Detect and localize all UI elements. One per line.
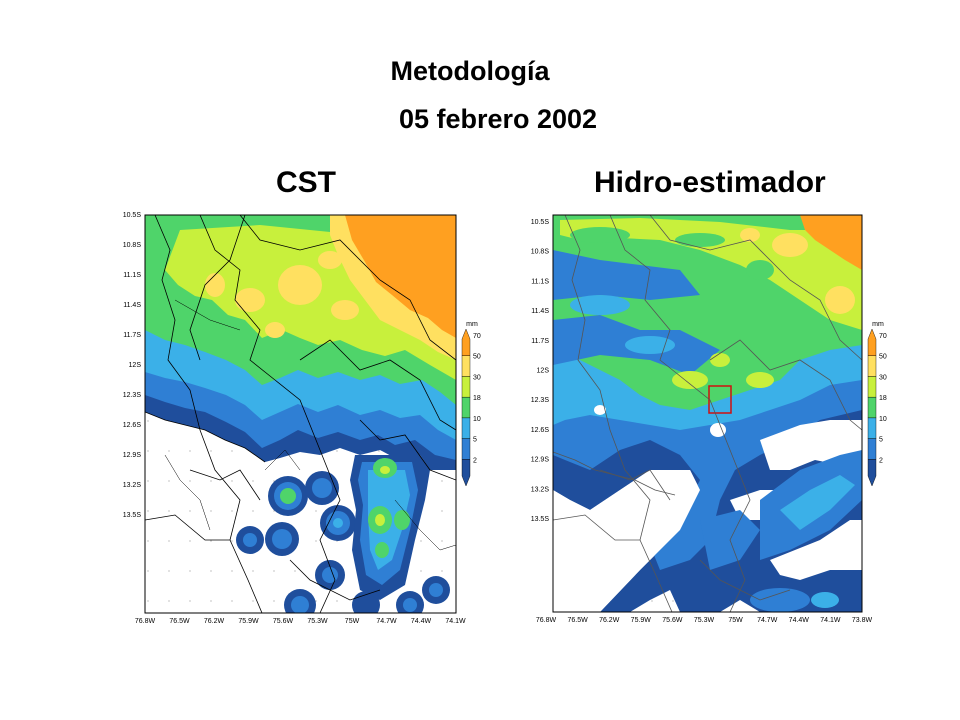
hidro-lat-tick: 12.6S — [531, 427, 550, 434]
cst-colorbar-label: 2 — [473, 457, 477, 464]
hidro-lat-tick: 10.5S — [531, 219, 550, 226]
hidro-lat-tick: 11.4S — [531, 308, 549, 315]
cst-lat-tick: 13.2S — [123, 482, 142, 489]
hidro-lon-tick: 75W — [728, 617, 743, 624]
cst-colorbar-segment — [461, 376, 471, 398]
hidro-colorbar-label: 30 — [879, 374, 887, 381]
hidro-rain-70-area — [800, 215, 862, 270]
hidro-lon-tick: 74.7W — [757, 617, 778, 624]
date-subtitle: 05 febrero 2002 — [398, 104, 598, 134]
cst-lat-tick: 12S — [129, 362, 142, 369]
hidro-lat-tick: 10.8S — [531, 249, 550, 256]
hidro-lat-tick: 12.9S — [531, 457, 550, 464]
hidro-green-patches — [570, 227, 774, 280]
cst-lon-tick: 76.5W — [169, 618, 190, 625]
hidro-colorbar-segment — [867, 459, 877, 487]
cst-lon-tick: 75W — [345, 618, 360, 625]
hidro-lon-tick: 75.9W — [631, 617, 652, 624]
cst-colorbar-label: 30 — [473, 374, 481, 381]
cst-rain-70-area — [338, 215, 456, 350]
cst-lat-tick: 13.5S — [123, 512, 142, 519]
cst-lat-tick: 12.3S — [123, 392, 142, 399]
hidro-colorbar-segment — [867, 417, 877, 439]
hidro-colorbar-unit: mm — [872, 321, 884, 328]
cst-south-cells — [236, 455, 450, 613]
cst-lon-tick: 74.7W — [376, 618, 397, 625]
hidro-lat-tick: 11.7S — [531, 338, 549, 345]
cst-rain-60-blobs — [205, 251, 359, 338]
hidro-lat-tick: 12S — [537, 368, 550, 375]
cst-lon-tick: 76.2W — [204, 618, 225, 625]
cst-lon-tick: 75.6W — [273, 618, 294, 625]
cst-sub-borders — [164, 299, 456, 551]
hidro-lon-tick: 76.2W — [599, 617, 620, 624]
hidro-lon-tick: 75.3W — [694, 617, 715, 624]
hidro-lon-tick: 74.4W — [789, 617, 810, 624]
cst-colorbar-label: 10 — [473, 416, 481, 423]
cst-lat-tick: 12.6S — [123, 422, 142, 429]
cst-colorbar-segment — [461, 459, 471, 487]
hidro-colorbar-segment — [867, 438, 877, 460]
hidro-rain-60 — [740, 228, 855, 314]
cst-colorbar-label: 50 — [473, 354, 481, 361]
hidro-lon-tick: 74.1W — [820, 617, 841, 624]
cst-lat-tick: 11.4S — [123, 302, 141, 309]
cst-colorbar-segment — [461, 438, 471, 460]
page-title: Metodología — [390, 56, 550, 86]
colorbars: 2 5 10 18 30 50 70 mm 2 5 10 18 30 50 70 mm — [461, 321, 887, 487]
hidro-lon-tick: 75.6W — [662, 617, 683, 624]
hidro-lat-tick: 13.2S — [531, 486, 550, 493]
hidro-lat-tick: 13.5S — [531, 516, 550, 523]
cst-lat-tick: 12.9S — [123, 452, 142, 459]
cst-colorbar-segment — [461, 328, 471, 356]
cst-colorbar-segment — [461, 396, 471, 419]
cst-panel-title: CST — [276, 166, 336, 199]
hidro-colorbar-label: 50 — [879, 354, 887, 361]
hidro-lon-tick: 76.5W — [567, 617, 588, 624]
cst-lon-tick: 75.9W — [238, 618, 259, 625]
hidro-colorbar-label: 70 — [879, 333, 887, 340]
hidro-lat-tick: 11.1S — [531, 278, 549, 285]
hidro-nw-cores — [570, 295, 675, 354]
cst-frame — [144, 214, 457, 614]
cst-colorbar-label: 18 — [473, 395, 481, 402]
hidro-lat-tick: 12.3S — [531, 397, 550, 404]
hidro-colorbar-label: 2 — [879, 457, 883, 464]
cst-rain-60-ne — [330, 215, 456, 360]
hidro-colorbar-label: 18 — [879, 395, 887, 402]
cst-lon-tick: 75.3W — [307, 618, 328, 625]
cst-colorbar-label: 5 — [473, 437, 477, 444]
hidro-lon-tick: 73.8W — [852, 617, 873, 624]
hidro-map — [552, 214, 863, 613]
hidro-panel-title: Hidro-estimador — [594, 166, 826, 199]
cst-lat-tick: 11.1S — [123, 272, 141, 279]
hidro-colorbar-segment — [867, 355, 877, 377]
cst-map — [144, 214, 457, 614]
hidro-colorbar-segment — [867, 396, 877, 419]
cst-lon-tick: 74.1W — [445, 618, 466, 625]
cst-lat-tick: 10.5S — [123, 212, 142, 219]
cst-borders — [145, 215, 456, 613]
hidro-colorbar-segment — [867, 328, 877, 356]
cst-colorbar-segment — [461, 355, 471, 377]
cst-lat-tick: 10.8S — [123, 242, 142, 249]
hidro-colorbar-label: 5 — [879, 437, 883, 444]
hidro-frame — [552, 214, 863, 613]
cst-lon-tick: 74.4W — [411, 618, 432, 625]
cst-lat-tick: 11.7S — [123, 332, 141, 339]
hidro-lon-tick: 76.8W — [536, 617, 557, 624]
tick-labels: 10.5S 10.8S 11.1S 11.4S 11.7S 12S 12.3S 12.6S 12… — [123, 212, 873, 625]
cst-colorbar-label: 70 — [473, 333, 481, 340]
cst-colorbar-unit: mm — [466, 321, 478, 328]
hidro-borders — [553, 215, 862, 612]
cst-lon-tick: 76.8W — [135, 618, 156, 625]
hidro-colorbar-segment — [867, 376, 877, 398]
hidro-colorbar-label: 10 — [879, 416, 887, 423]
cst-colorbar-segment — [461, 417, 471, 439]
